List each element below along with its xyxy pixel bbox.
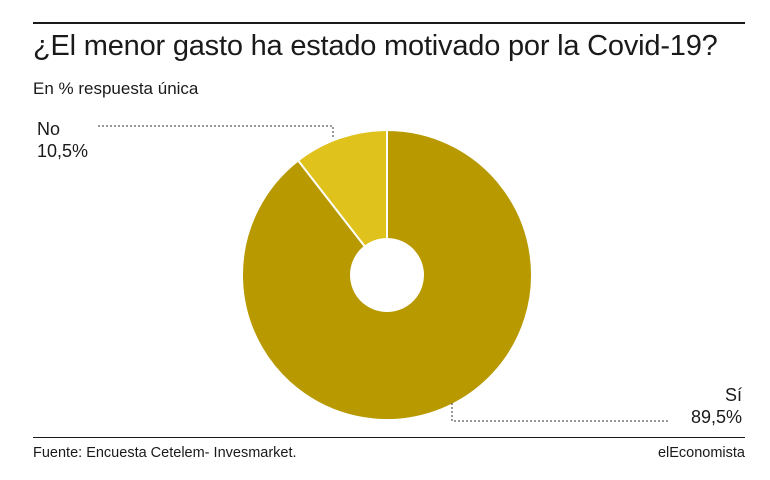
chart-title: ¿El menor gasto ha estado motivado por l… bbox=[33, 30, 718, 62]
slice-label-si-value: 89,5% bbox=[690, 407, 742, 427]
brand-logo-text: elEconomista bbox=[657, 445, 745, 461]
leader-line-si bbox=[451, 403, 668, 422]
slice-no bbox=[296, 128, 388, 248]
chart-subtitle: En % respuesta única bbox=[33, 79, 199, 98]
leader-line-no bbox=[98, 125, 334, 138]
bottom-rule bbox=[33, 437, 745, 438]
leader-lines bbox=[98, 125, 668, 422]
slice-label-no-value: 10,5% bbox=[37, 141, 89, 161]
slice-label-no: No 10,5% bbox=[37, 118, 88, 162]
donut-slices bbox=[241, 128, 533, 421]
top-rule bbox=[33, 22, 745, 24]
slice-si bbox=[241, 128, 533, 421]
slice-label-no-name: No bbox=[37, 119, 61, 139]
slice-label-si: Sí 89,5% bbox=[691, 384, 742, 428]
slice-label-si-name: Sí bbox=[724, 385, 742, 405]
source-note: Fuente: Encuesta Cetelem- Invesmarket. bbox=[33, 445, 297, 461]
